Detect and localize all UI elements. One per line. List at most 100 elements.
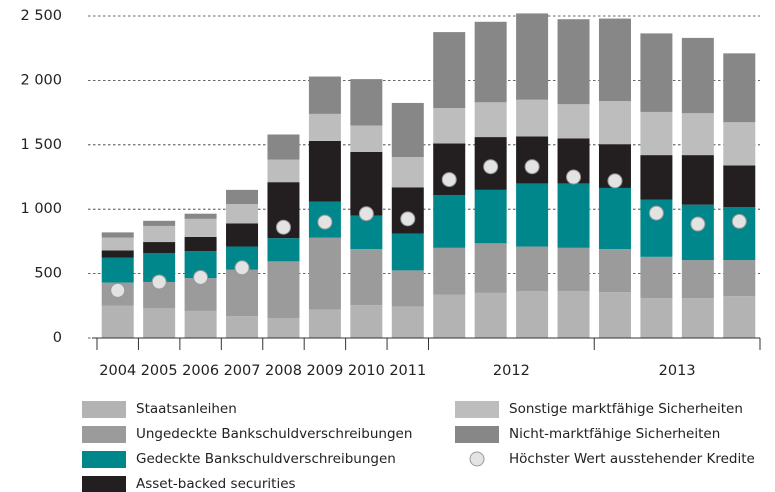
bar-segment (350, 249, 383, 306)
bar-segment (226, 269, 259, 317)
bar-segment (640, 298, 673, 338)
marker (193, 269, 209, 285)
bar-segment (681, 37, 714, 114)
bar-segment (226, 204, 259, 224)
legend-swatch (82, 426, 126, 443)
bar-segment (143, 242, 176, 253)
bar-segment (474, 292, 507, 338)
bar-segment (598, 292, 631, 338)
x-tick-label: 2011 (389, 363, 426, 379)
bar-segment (516, 246, 549, 291)
legend-marker (469, 451, 485, 467)
x-tick-label: 2010 (348, 363, 385, 379)
bar-segment (681, 298, 714, 338)
bar-segment (143, 308, 176, 338)
bar-segment (681, 204, 714, 261)
marker (566, 169, 582, 185)
legend-swatch (82, 451, 126, 468)
bar-segment (391, 187, 424, 234)
bar-segment (433, 195, 466, 248)
legend-label: Höchster Wert ausstehender Kredite (509, 451, 755, 467)
bar-segment (267, 261, 300, 319)
bar-segment (474, 243, 507, 293)
bar-segment (681, 260, 714, 299)
y-tick-label: 0 (53, 330, 62, 346)
x-tick-label: 2004 (99, 363, 136, 379)
x-tick-label: 2006 (182, 363, 219, 379)
bar-segment (184, 310, 217, 338)
bar-segment (433, 143, 466, 196)
bar-segment (267, 134, 300, 160)
bar-segment (308, 237, 341, 310)
bar-segment (474, 102, 507, 138)
marker (110, 282, 126, 298)
marker (234, 260, 250, 276)
legend-swatch (455, 401, 499, 418)
bar-segment (433, 247, 466, 295)
bar-segment (350, 151, 383, 216)
bar-segment (598, 187, 631, 250)
bar-segment (474, 189, 507, 244)
y-tick-label: 500 (34, 266, 62, 282)
bar-segment (640, 155, 673, 200)
legend-label: Nicht-marktfähige Sicherheiten (509, 426, 720, 442)
x-group-label: 2012 (493, 363, 530, 379)
marker (731, 213, 747, 229)
marker (317, 214, 333, 230)
bar-segment (640, 256, 673, 299)
bar-segment (681, 113, 714, 156)
bar-segment (557, 19, 590, 105)
bar-segment (640, 111, 673, 156)
bar-segment (557, 183, 590, 248)
bar-segment (474, 21, 507, 103)
bar-segment (184, 218, 217, 237)
legend-label: Sonstige marktfähige Sicherheiten (509, 401, 743, 417)
bar-segment (557, 290, 590, 338)
bar-segment (723, 260, 756, 297)
bar-segment (557, 104, 590, 139)
marker (607, 173, 623, 189)
bar-segment (101, 237, 134, 251)
x-tick-label: 2007 (224, 363, 261, 379)
x-tick-label: 2008 (265, 363, 302, 379)
bar-segment (184, 236, 217, 252)
bar-segment (516, 13, 549, 100)
bar-segment (516, 290, 549, 338)
legend-label: Asset-backed securities (136, 476, 296, 492)
y-tick-label: 1 000 (20, 201, 62, 217)
bar-segment (226, 316, 259, 338)
marker (648, 205, 664, 221)
bar-segment (433, 108, 466, 144)
bar-segment (723, 53, 756, 123)
marker (690, 216, 706, 232)
bar-segment (267, 238, 300, 262)
legend-label: Ungedeckte Bankschuldverschreibungen (136, 426, 412, 442)
bar-segment (308, 76, 341, 114)
x-group-label: 2013 (659, 363, 696, 379)
bar-segment (308, 113, 341, 141)
x-tick-label: 2009 (306, 363, 343, 379)
bar-segment (598, 18, 631, 102)
bar-segment (598, 249, 631, 293)
legend-swatch (82, 401, 126, 418)
bar-segment (143, 225, 176, 243)
bar-segment (598, 101, 631, 145)
bar-segment (350, 79, 383, 126)
bar-segment (557, 247, 590, 291)
bar-segment (101, 250, 134, 258)
marker (275, 219, 291, 235)
bar-segment (723, 296, 756, 338)
legend-swatch (455, 426, 499, 443)
bar-segment (723, 122, 756, 166)
marker (151, 274, 167, 290)
bar-segment (226, 189, 259, 205)
bar-segment (267, 318, 300, 338)
bar-segment (681, 155, 714, 205)
bar-segment (308, 309, 341, 338)
bar-segment (350, 305, 383, 338)
bar-segment (226, 223, 259, 247)
bar-segment (391, 157, 424, 188)
bar-segment (433, 294, 466, 338)
legend-swatch (82, 476, 126, 492)
